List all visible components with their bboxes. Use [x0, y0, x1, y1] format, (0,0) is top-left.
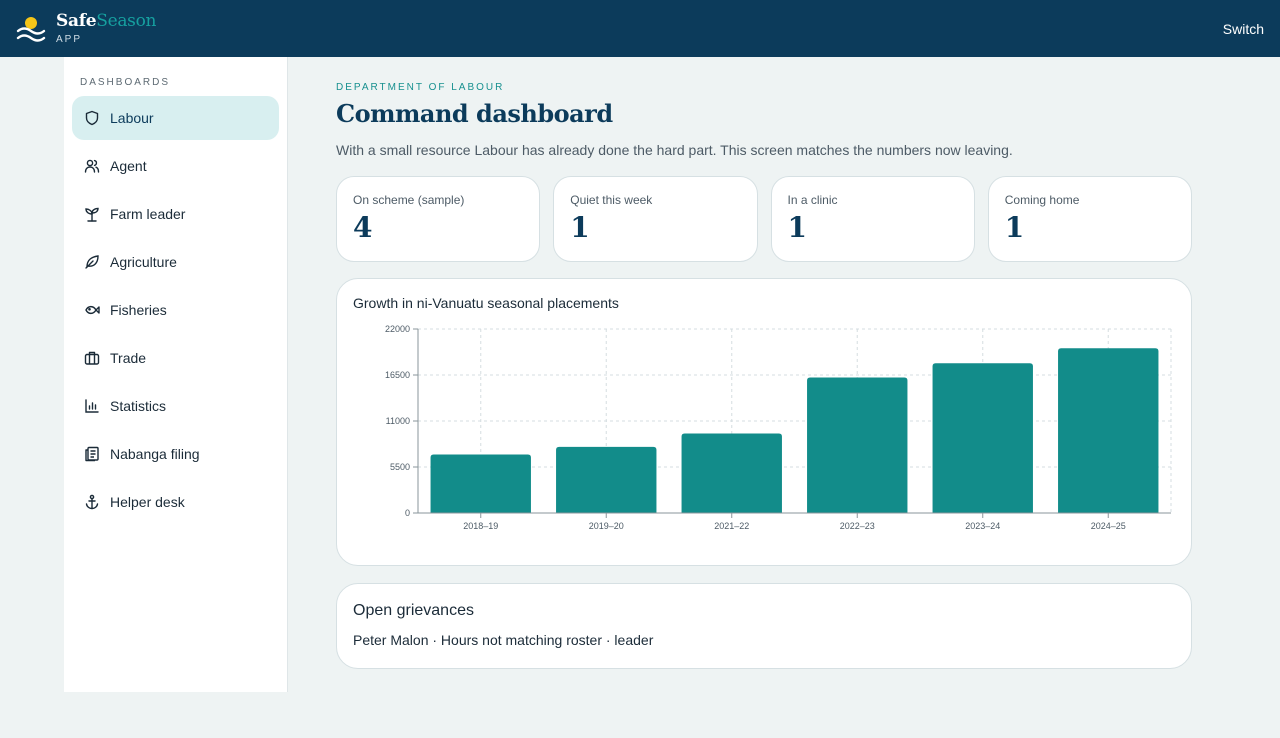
users-icon: [84, 158, 100, 174]
x-tick-label: 2019–20: [589, 521, 624, 529]
chart-bar: [556, 446, 657, 513]
brand-name: SafeSeason: [56, 10, 157, 31]
department-label: DEPARTMENT OF LABOUR: [336, 82, 505, 93]
sidebar-item-statistics[interactable]: Statistics: [72, 384, 279, 428]
anchor-icon: [84, 494, 100, 510]
y-tick-label: 11000: [386, 416, 410, 426]
sidebar-item-farm-leader[interactable]: Farm leader: [72, 192, 279, 236]
placements-bar-chart: 0 5500 11000 16500 22000 2018–19 2019–20 2021–2…: [385, 324, 1172, 529]
stat-card-quiet: Quiet this week 1: [553, 176, 758, 262]
stat-card-on-scheme: On scheme (sample) 4: [336, 176, 541, 262]
sidebar-item-agent[interactable]: Agent: [72, 144, 279, 188]
stat-label: On scheme (sample): [353, 193, 465, 207]
y-tick-label: 16500: [385, 370, 410, 380]
stat-label: In a clinic: [787, 193, 838, 207]
chart-bar: [430, 454, 531, 513]
page-title: Command dashboard: [336, 99, 613, 128]
grievances-title: Open grievances: [353, 602, 474, 619]
placements-chart-card: Growth in ni-Vanuatu seasonal placements…: [336, 278, 1192, 566]
stat-value: 1: [570, 211, 590, 244]
x-tick-label: 2024–25: [1091, 521, 1126, 529]
sidebar-item-fisheries[interactable]: Fisheries: [72, 288, 279, 332]
stat-value: 4: [353, 211, 373, 244]
stat-card-in-clinic: In a clinic 1: [770, 176, 975, 262]
stat-label: Coming home: [1004, 193, 1080, 207]
sidebar-item-trade[interactable]: Trade: [72, 336, 279, 380]
grievances-card: Open grievances Peter Malon · Hours not …: [336, 583, 1192, 669]
top-bar: SafeSeason APP Switch: [0, 0, 1280, 57]
x-tick-label: 2021–22: [714, 521, 749, 529]
sidebar-item-label: Fisheries: [110, 302, 167, 318]
leaf-icon: [84, 254, 100, 270]
stat-value: 1: [787, 211, 807, 244]
stats-row: On scheme (sample) 4 Quiet this week 1 I…: [336, 176, 1192, 262]
x-tick-label: 2022–23: [840, 521, 875, 529]
chart-bar: [1058, 348, 1159, 513]
brand[interactable]: SafeSeason APP: [16, 10, 157, 45]
sidebar: DASHBOARDS Labour Agent Farm leader Agri…: [64, 57, 288, 692]
sidebar-item-label: Trade: [110, 350, 147, 366]
x-tick-label: 2018–19: [463, 521, 498, 529]
chart-bar: [807, 377, 908, 513]
shield-icon: [84, 110, 100, 126]
stat-card-coming-home: Coming home 1: [987, 176, 1192, 262]
chart-title: Growth in ni-Vanuatu seasonal placements: [353, 295, 619, 311]
stat-value: 1: [1004, 211, 1025, 244]
intro-text: With a small resource Labour has already…: [336, 142, 1013, 158]
logo-icon: [16, 16, 46, 42]
chart-bar: [932, 363, 1033, 513]
y-tick-label: 22000: [385, 324, 410, 334]
sidebar-item-label: Farm leader: [110, 206, 186, 222]
bar-chart-icon: [84, 398, 100, 414]
brand-subtitle: APP: [56, 33, 83, 45]
sidebar-item-label: Statistics: [110, 398, 167, 414]
sidebar-item-nabanga-filing[interactable]: Nabanga filing: [72, 432, 279, 476]
sprout-icon: [84, 206, 100, 222]
main-content: DEPARTMENT OF LABOUR Command dashboard W…: [336, 82, 1192, 669]
sidebar-item-helper-desk[interactable]: Helper desk: [72, 480, 279, 524]
sidebar-item-labour[interactable]: Labour: [72, 96, 279, 140]
briefcase-icon: [84, 350, 100, 366]
sidebar-item-label: Helper desk: [110, 494, 185, 510]
sidebar-item-label: Agriculture: [110, 254, 177, 270]
y-tick-label: 0: [405, 508, 410, 518]
sidebar-heading: DASHBOARDS: [80, 77, 171, 88]
sidebar-item-label: Labour: [110, 110, 154, 126]
stat-label: Quiet this week: [570, 193, 653, 207]
sidebar-item-label: Agent: [110, 158, 147, 174]
fish-icon: [84, 302, 100, 318]
sidebar-item-agriculture[interactable]: Agriculture: [72, 240, 279, 284]
filing-icon: [84, 446, 100, 462]
grievance-item[interactable]: Peter Malon · Hours not matching roster …: [353, 632, 654, 648]
chart-bar: [681, 433, 782, 513]
x-tick-label: 2023–24: [965, 521, 1000, 529]
switch-button[interactable]: Switch: [1222, 20, 1264, 37]
sidebar-item-label: Nabanga filing: [110, 446, 200, 462]
y-tick-label: 5500: [390, 462, 410, 472]
